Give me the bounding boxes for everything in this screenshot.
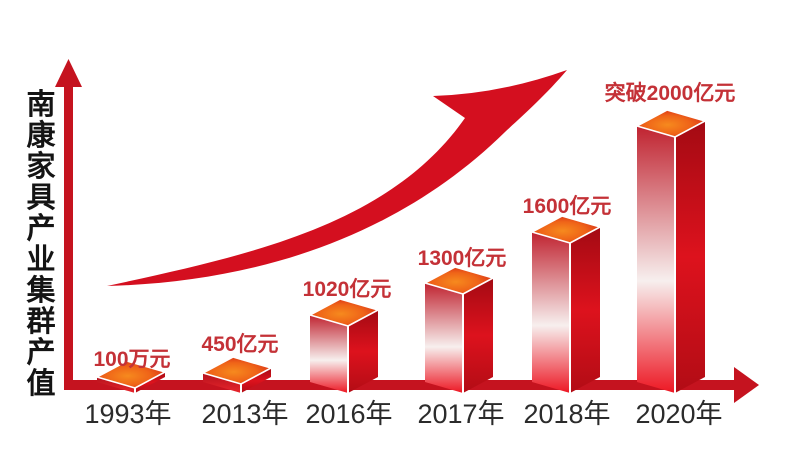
bar-side-face: [241, 368, 271, 393]
x-axis-line: [64, 380, 736, 390]
y-axis-title: 南康家具产业集群产值: [26, 89, 56, 400]
value-label: 1300亿元: [418, 246, 507, 270]
category-label: 2016年: [305, 399, 392, 429]
bar-top-face: [309, 298, 379, 327]
bar-front-face: [310, 315, 348, 393]
category-label: 2013年: [201, 399, 288, 429]
bar-front-face: [532, 232, 570, 393]
bar-side-face: [135, 372, 165, 393]
bar-group-2013年: 450亿元 2013年: [201, 332, 288, 429]
bar-front-face: [203, 373, 241, 393]
bar-top-face: [424, 266, 494, 295]
bar-front-face: [97, 377, 135, 393]
y-axis-arrowhead-icon: [55, 59, 82, 87]
value-label: 100万元: [93, 348, 170, 371]
category-label: 2018年: [523, 399, 610, 429]
bar-top-face: [202, 356, 272, 385]
y-axis-line: [64, 84, 73, 390]
value-label: 1020亿元: [303, 277, 392, 301]
category-label: 2017年: [417, 399, 504, 429]
bar-group-1993年: 100万元 1993年: [84, 348, 171, 429]
bar-top-face: [636, 109, 706, 138]
value-label: 450亿元: [201, 332, 278, 356]
bar-side-face: [570, 227, 600, 393]
bar-group-2016年: 1020亿元 2016年: [303, 277, 393, 429]
category-label: 1993年: [84, 399, 171, 429]
bar-front-face: [637, 126, 675, 393]
value-label: 突破2000亿元: [605, 81, 736, 105]
bar-top-face: [531, 215, 601, 244]
bar-group-2020年: 突破2000亿元 2020年: [605, 81, 736, 429]
bar-side-face: [463, 278, 493, 393]
bar-side-face: [348, 310, 378, 393]
x-axis-arrowhead-icon: [734, 367, 759, 403]
bar-side-face: [675, 121, 705, 393]
growth-trend-arrow-icon: [107, 70, 567, 286]
axes: [55, 59, 759, 403]
bar-group-2017年: 1300亿元 2017年: [417, 246, 506, 429]
bar-group-2018年: 1600亿元 2018年: [523, 194, 612, 429]
bar-top-face: [96, 360, 166, 389]
category-label: 2020年: [635, 399, 722, 429]
value-label: 1600亿元: [523, 194, 612, 218]
bar-front-face: [425, 283, 463, 393]
